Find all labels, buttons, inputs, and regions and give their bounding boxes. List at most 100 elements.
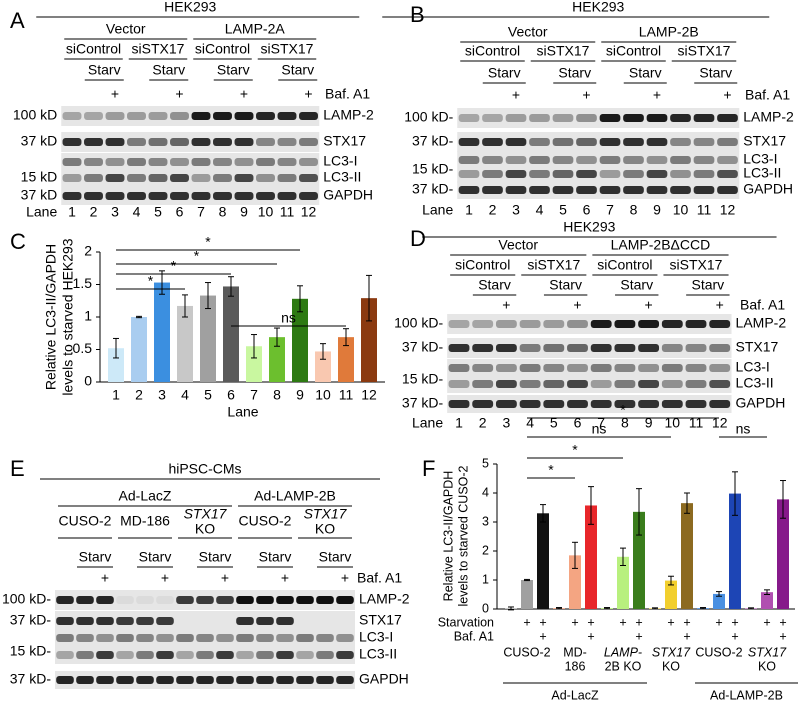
blot-band <box>176 676 194 684</box>
protein-label: GAPDH <box>736 395 786 411</box>
protein-label: STX17 <box>359 612 402 628</box>
blot-band <box>299 158 318 166</box>
blot-band <box>191 192 211 200</box>
starv-label: Starv <box>319 549 352 565</box>
plus-sign: + <box>221 570 229 586</box>
blot-band <box>213 192 232 200</box>
significance-label: * <box>148 273 154 289</box>
blot-band <box>614 320 636 328</box>
group-label: MD-186 <box>120 513 170 529</box>
blot-band <box>623 170 644 178</box>
blot-band <box>693 114 715 122</box>
blot-band <box>213 174 232 182</box>
mw-marker: 100 kD <box>13 107 57 123</box>
blot-band <box>458 186 480 194</box>
blot-band <box>76 596 94 604</box>
x-tick-label: 1 <box>112 387 120 403</box>
construct-label: Vector <box>508 24 548 40</box>
blot-band <box>599 138 621 146</box>
bar <box>777 499 789 609</box>
blot-band <box>127 138 146 146</box>
blot-band <box>505 156 527 164</box>
blot-band <box>448 344 470 352</box>
blot-band <box>685 364 707 372</box>
construct-label: LAMP-2BΔCCD <box>611 237 711 253</box>
blot-band <box>148 174 168 182</box>
protein-label: STX17 <box>736 339 779 355</box>
bar <box>585 505 597 609</box>
starv-label: Starv <box>629 65 662 81</box>
blot-band <box>529 138 550 146</box>
plus-sign: + <box>731 615 738 629</box>
bar <box>681 503 693 609</box>
blot-strip <box>61 187 320 205</box>
blot-band <box>709 400 731 408</box>
plus-sign: + <box>763 615 770 629</box>
significance-label: * <box>171 258 177 274</box>
x-axis-label: Lane <box>227 404 258 420</box>
plus-sign: + <box>304 86 312 102</box>
blot-band <box>56 617 74 625</box>
blot-band <box>638 400 660 408</box>
blot-band <box>216 651 234 659</box>
lane-number: 2 <box>90 204 98 220</box>
blot-band <box>543 320 565 328</box>
blot-band <box>105 174 125 182</box>
group-label: CUSO-2 <box>503 645 550 659</box>
blot-band <box>105 158 125 166</box>
blot-band <box>458 170 480 178</box>
lane-number: 8 <box>630 202 638 218</box>
plus-sign: + <box>539 615 546 629</box>
protein-label: LAMP-2 <box>736 315 787 331</box>
protein-label: GAPDH <box>323 187 373 203</box>
blot-band <box>661 400 683 408</box>
blot-band <box>127 192 146 200</box>
blot-band <box>213 112 232 120</box>
treatment-label: Starvation <box>438 615 494 629</box>
blot-band <box>127 112 146 120</box>
blot-band <box>76 617 94 625</box>
blot-band <box>176 634 194 642</box>
mw-marker: 15 kD- <box>10 643 52 659</box>
bar <box>729 493 741 609</box>
lane-number: 10 <box>258 204 274 220</box>
blot-band <box>156 651 174 659</box>
blot-band <box>277 138 297 146</box>
blot-band <box>136 651 154 659</box>
blot-band <box>196 596 214 604</box>
bar <box>108 348 124 382</box>
blot-band <box>276 617 294 625</box>
panel-letter: B <box>410 2 425 27</box>
bar <box>292 298 308 382</box>
blot-band <box>84 174 103 182</box>
blot-band <box>661 364 683 372</box>
blot-band <box>590 364 612 372</box>
blot-band <box>256 192 275 200</box>
panel-letter: E <box>10 456 25 481</box>
panel-letter: F <box>422 456 435 481</box>
x-tick-label: 10 <box>315 387 331 403</box>
blot-band <box>495 364 517 372</box>
blot-band <box>614 400 636 408</box>
blot-band <box>236 617 254 625</box>
blot-band <box>482 114 503 122</box>
plus-sign: + <box>281 570 289 586</box>
lane-number: 7 <box>197 204 205 220</box>
significance-label: ns <box>736 421 751 437</box>
bar <box>713 593 725 609</box>
blot-band <box>567 364 588 372</box>
x-tick-label: 4 <box>181 387 189 403</box>
blot-band <box>56 634 74 642</box>
significance-label: ns <box>592 421 607 437</box>
blot-band <box>670 186 691 194</box>
blot-band <box>529 170 550 178</box>
starv-label: Starv <box>281 62 314 78</box>
blot-band <box>519 380 541 388</box>
blot-band <box>495 320 517 328</box>
blot-band <box>336 634 354 642</box>
plus-sign: + <box>341 570 349 586</box>
protein-label: LC3-I <box>323 153 357 169</box>
starv-label: Starv <box>558 65 591 81</box>
blot-band <box>62 174 82 182</box>
